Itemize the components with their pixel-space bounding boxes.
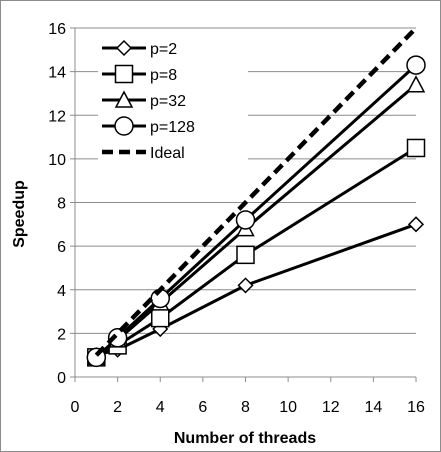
- axes: [70, 27, 417, 382]
- legend-label-0: p=2: [150, 41, 177, 58]
- x-tick-label-6: 12: [322, 399, 340, 416]
- x-tick-label-1: 2: [113, 399, 122, 416]
- series-line-4: [94, 26, 418, 357]
- y-tick-labels: 0 2 4 6 8 10 12 14 16: [48, 21, 66, 387]
- x-tick-label-5: 10: [279, 399, 297, 416]
- series-3: [86, 55, 426, 368]
- legend-marker-1: [114, 64, 134, 84]
- y-tick-label-0: 0: [57, 370, 66, 387]
- x-tick-label-0: 0: [71, 399, 80, 416]
- series-1: [87, 138, 426, 367]
- legend: p=2 p=8 p=32 p=128 Ideal: [98, 39, 248, 168]
- y-tick-label-5: 10: [48, 152, 66, 169]
- y-tick-label-2: 4: [57, 283, 66, 300]
- y-tick-label-4: 8: [57, 196, 66, 213]
- legend-label-4: Ideal: [150, 145, 185, 162]
- series-4: [94, 26, 418, 357]
- series-1-point-2: [151, 308, 170, 328]
- series-group: [86, 26, 426, 368]
- legend-marker-2: [114, 90, 134, 108]
- series-3-point-4: [406, 55, 426, 75]
- y-tick-label-6: 12: [48, 108, 66, 125]
- y-tick-label-8: 16: [48, 21, 66, 38]
- x-tick-labels: 0 2 4 6 8 10 12 14 16: [71, 399, 425, 416]
- series-1-point-3: [236, 245, 255, 265]
- x-tick-label-3: 6: [198, 399, 207, 416]
- series-0-point-4: [407, 216, 425, 233]
- legend-label-3: p=128: [150, 119, 195, 136]
- x-tick-label-7: 14: [364, 399, 382, 416]
- legend-marker-3: [114, 116, 134, 136]
- x-axis-title: Number of threads: [174, 430, 316, 447]
- legend-label-2: p=32: [150, 93, 186, 110]
- y-tick-label-7: 14: [48, 65, 66, 82]
- y-axis-title: Speedup: [11, 180, 28, 248]
- x-tick-label-2: 4: [156, 399, 165, 416]
- series-1-point-4: [406, 138, 426, 158]
- x-tick-label-4: 8: [241, 399, 250, 416]
- legend-marker-0: [115, 39, 133, 57]
- series-3-point-3: [235, 210, 256, 230]
- y-tick-label-3: 6: [57, 239, 66, 256]
- series-3-point-1: [107, 327, 128, 348]
- legend-label-1: p=8: [150, 67, 177, 84]
- series-2-point-4: [406, 75, 426, 93]
- series-line-1: [95, 146, 417, 359]
- series-0-point-3: [237, 277, 254, 294]
- y-tick-label-1: 2: [57, 326, 66, 343]
- x-tick-label-8: 16: [407, 399, 425, 416]
